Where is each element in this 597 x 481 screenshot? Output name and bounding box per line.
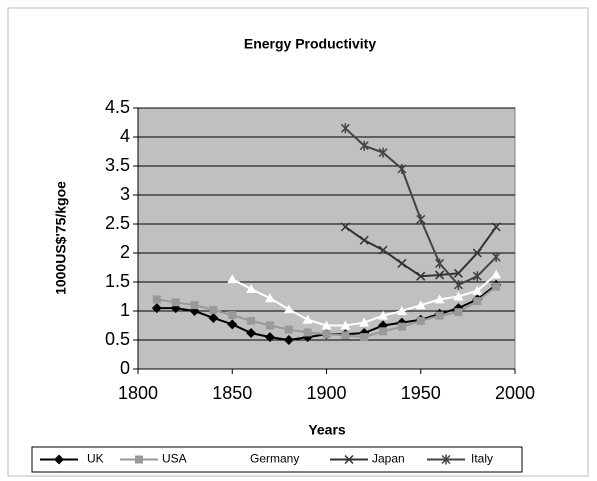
data-point	[283, 335, 294, 345]
legend-label: USA	[162, 452, 187, 466]
legend-label: Germany	[250, 452, 299, 466]
data-point	[171, 298, 180, 307]
data-point	[491, 252, 501, 263]
data-point	[283, 304, 294, 314]
data-point	[190, 301, 199, 310]
chart-title: Energy Productivity	[244, 36, 376, 52]
y-tick-label: 1.5	[105, 271, 130, 291]
data-point	[322, 330, 331, 339]
data-point	[340, 320, 351, 330]
data-point	[359, 140, 369, 151]
data-point	[416, 214, 426, 225]
data-point	[378, 310, 389, 320]
y-tick-label: 3	[120, 184, 130, 204]
data-point	[340, 123, 350, 134]
y-tick-label: 4.5	[105, 97, 130, 117]
data-point	[378, 147, 388, 158]
data-point	[228, 311, 237, 320]
x-tick-label: 1800	[118, 383, 158, 403]
data-point	[246, 328, 257, 339]
legend-label: Italy	[471, 452, 493, 466]
data-point	[340, 222, 350, 232]
data-point	[396, 306, 407, 315]
data-point	[265, 321, 274, 330]
data-point	[397, 163, 407, 174]
data-point	[492, 282, 501, 291]
data-point	[341, 331, 350, 340]
data-point	[472, 248, 482, 258]
y-tick-label: 0.5	[105, 329, 130, 349]
data-point	[284, 325, 293, 334]
data-point	[472, 271, 482, 282]
data-point	[303, 328, 312, 337]
y-tick-label: 1	[120, 300, 130, 320]
data-point	[453, 268, 463, 278]
data-point	[302, 314, 313, 324]
data-point	[264, 293, 275, 303]
data-point	[435, 270, 445, 280]
legend-label: UK	[87, 452, 104, 466]
data-point	[416, 271, 426, 281]
data-point	[227, 274, 238, 284]
y-tick-label: 4	[120, 126, 130, 146]
data-point	[491, 269, 502, 279]
legend-marker	[216, 454, 226, 464]
legend-label: Japan	[372, 452, 405, 466]
data-point	[453, 279, 463, 290]
data-point	[209, 305, 218, 314]
data-point	[247, 316, 256, 325]
data-point	[208, 312, 219, 323]
data-point	[434, 294, 445, 304]
data-point	[416, 316, 425, 325]
y-tick-label: 3.5	[105, 155, 130, 175]
y-tick-label: 0	[120, 358, 130, 378]
data-point	[435, 258, 445, 269]
data-point	[359, 317, 370, 327]
data-point	[151, 303, 162, 314]
data-point	[397, 258, 407, 268]
data-point	[397, 322, 406, 331]
data-point	[264, 332, 275, 343]
x-tick-label: 1850	[212, 383, 252, 403]
data-point	[435, 311, 444, 320]
y-tick-label: 2.5	[105, 213, 130, 233]
data-point	[359, 235, 369, 245]
data-point	[152, 295, 161, 304]
data-point	[472, 285, 483, 295]
legend-marker	[54, 454, 64, 465]
data-point	[491, 222, 501, 232]
data-point	[473, 297, 482, 306]
y-tick-label: 2	[120, 242, 130, 262]
data-point	[378, 245, 388, 255]
data-point	[360, 333, 369, 342]
legend-marker	[441, 454, 451, 465]
x-tick-label: 1900	[306, 383, 346, 403]
data-point	[227, 319, 238, 330]
data-point	[246, 283, 257, 293]
data-point	[379, 327, 388, 336]
x-tick-label: 2000	[495, 383, 535, 403]
x-tick-label: 1950	[401, 383, 441, 403]
y-axis-label: 1000US$'75/kgoe	[53, 181, 69, 295]
legend-marker	[135, 455, 143, 464]
data-point	[321, 320, 332, 330]
legend-marker	[344, 454, 354, 465]
data-point	[415, 300, 426, 310]
data-point	[453, 291, 464, 301]
data-point	[454, 308, 463, 317]
x-axis-label: Years	[308, 422, 346, 438]
